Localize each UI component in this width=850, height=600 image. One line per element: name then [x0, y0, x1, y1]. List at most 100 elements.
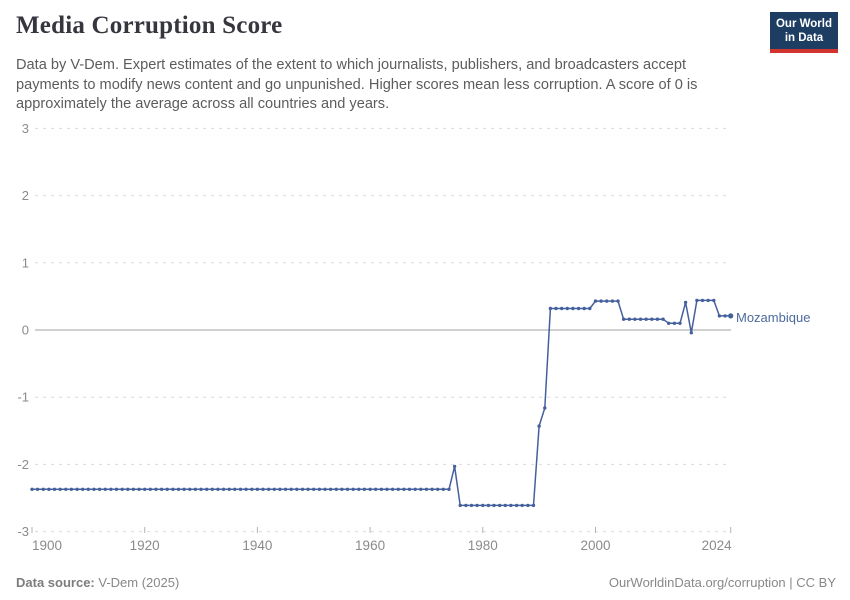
data-point	[565, 306, 569, 311]
data-point	[627, 317, 631, 321]
data-point	[481, 503, 485, 508]
x-axis-tick-label: 2000	[580, 538, 610, 553]
data-point	[526, 503, 530, 508]
data-point	[531, 503, 536, 508]
data-point	[638, 317, 643, 321]
owid-logo[interactable]: Our World in Data	[770, 12, 838, 53]
data-point	[661, 317, 665, 321]
data-point	[419, 487, 423, 491]
data-point	[159, 487, 164, 491]
data-point	[402, 487, 406, 491]
x-axis-tick-label: 2024	[702, 538, 733, 553]
data-point	[131, 487, 136, 491]
data-point	[616, 299, 620, 303]
data-point	[283, 487, 288, 491]
owid-logo-box: Our World in Data	[770, 12, 838, 49]
data-point	[413, 487, 417, 491]
data-point	[69, 487, 74, 491]
data-point	[137, 487, 141, 491]
data-point	[255, 487, 260, 491]
data-point	[210, 487, 214, 491]
owid-logo-line1: Our World	[775, 18, 832, 30]
data-point	[193, 487, 198, 491]
data-point	[695, 298, 699, 303]
data-point	[289, 487, 293, 491]
data-point	[548, 306, 553, 311]
data-point	[588, 306, 592, 311]
data-point	[571, 306, 575, 311]
data-point	[227, 487, 231, 491]
data-point	[86, 487, 91, 491]
data-point	[267, 487, 271, 491]
y-axis-tick-label: 2	[22, 188, 29, 203]
data-point	[503, 503, 507, 508]
data-point	[458, 503, 462, 508]
data-point	[148, 487, 152, 491]
data-point	[188, 487, 192, 491]
data-point	[30, 487, 34, 491]
series-entity-label[interactable]: Mozambique	[736, 310, 811, 325]
data-source-value: V-Dem (2025)	[94, 575, 180, 590]
data-point	[396, 487, 400, 491]
data-point	[430, 487, 434, 491]
data-point	[424, 487, 429, 491]
data-point	[390, 487, 395, 491]
data-point	[582, 306, 586, 311]
data-point	[514, 503, 519, 508]
data-point	[205, 487, 209, 491]
data-point	[593, 299, 598, 303]
data-point	[334, 487, 338, 491]
data-point	[312, 487, 316, 491]
data-point	[712, 298, 716, 303]
data-point	[717, 314, 722, 318]
mozambique-series-line[interactable]	[31, 299, 732, 507]
chart-footer: Data source: V-Dem (2025) OurWorldinData…	[16, 575, 836, 590]
data-point	[154, 487, 158, 491]
data-point	[295, 487, 299, 491]
data-point	[182, 487, 186, 491]
data-point	[374, 487, 378, 491]
data-point	[492, 503, 496, 508]
data-point	[560, 306, 564, 311]
data-point	[599, 299, 603, 303]
data-point	[165, 487, 169, 491]
data-point	[683, 300, 688, 305]
data-point	[199, 487, 203, 491]
data-point	[576, 306, 581, 311]
data-point	[362, 487, 367, 491]
y-axis-tick-label: 1	[22, 255, 29, 270]
owid-license-link[interactable]: OurWorldinData.org/corruption | CC BY	[608, 575, 836, 590]
data-point	[486, 503, 491, 508]
data-point	[238, 487, 243, 491]
data-point	[250, 487, 254, 491]
data-point	[328, 487, 333, 491]
data-point	[655, 317, 660, 321]
data-point	[475, 503, 479, 508]
data-point	[407, 487, 412, 491]
data-point	[689, 331, 693, 335]
y-axis-tick-label: 0	[22, 323, 29, 338]
data-point	[650, 317, 654, 321]
data-point	[385, 487, 389, 491]
x-axis-tick-label: 1940	[242, 538, 272, 553]
owid-logo-red-bar	[770, 49, 838, 53]
data-point	[97, 487, 102, 491]
data-point	[75, 487, 79, 491]
data-point	[357, 487, 361, 491]
x-axis-tick-label: 1980	[468, 538, 498, 553]
page-title: Media Corruption Score	[16, 12, 283, 39]
data-point	[35, 487, 40, 491]
data-point	[441, 487, 445, 491]
data-point	[323, 487, 327, 491]
data-point	[368, 487, 372, 491]
data-point	[700, 298, 705, 303]
data-point	[58, 487, 62, 491]
data-point	[92, 487, 96, 491]
owid-logo-line2: in Data	[784, 32, 824, 44]
data-point	[706, 298, 710, 303]
data-point	[498, 503, 502, 508]
data-point	[447, 487, 451, 491]
chart-subtitle: Data by V-Dem. Expert estimates of the e…	[16, 57, 698, 113]
